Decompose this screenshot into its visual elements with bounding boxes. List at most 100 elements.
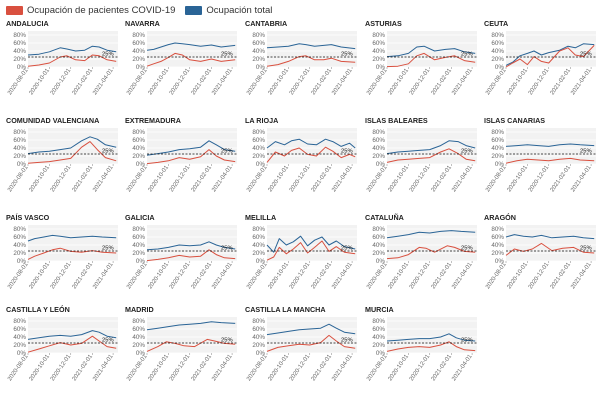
panel-pais-vasco: PAÍS VASCO0%20%40%60%80%2020-08-012020-1…: [6, 213, 118, 290]
x-tick-label: 2021-04-01: [451, 67, 474, 96]
y-tick-label: 40%: [372, 145, 385, 152]
y-tick-label: 80%: [372, 226, 385, 233]
y-tick-label: 20%: [132, 153, 145, 160]
y-tick-label: 80%: [372, 129, 385, 136]
x-tick-label: 2020-10-01: [387, 67, 410, 96]
y-tick-label: 0%: [136, 161, 146, 168]
series-line-covid: [146, 249, 236, 262]
reference-line-label: 25%: [221, 246, 233, 252]
plot-background: [506, 31, 596, 67]
y-tick-label: 80%: [13, 318, 26, 325]
x-tick-label: 2021-04-01: [92, 67, 115, 96]
series-line-covid: [27, 335, 117, 353]
panel-title: LA RIOJA: [245, 116, 278, 125]
x-tick-label: 2020-10-01: [147, 67, 170, 96]
panel-title: MELILLA: [245, 213, 276, 222]
series-line-covid: [266, 55, 356, 67]
series-line-covid: [505, 242, 595, 256]
panel-title: CATALUÑA: [365, 213, 404, 222]
y-tick-label: 20%: [132, 342, 145, 349]
y-tick-label: 0%: [495, 64, 505, 71]
x-tick-label: 2021-02-01: [311, 261, 334, 290]
x-tick-label: 2020-12-01: [409, 353, 432, 382]
series-line-covid: [266, 146, 356, 163]
reference-line-label: 25%: [102, 338, 114, 344]
x-tick-label: 2020-10-01: [267, 67, 290, 96]
x-tick-label: 2021-02-01: [311, 164, 334, 193]
panel-cataluna: CATALUÑA 0%20%40%60%80% 2020-08-012020-10-…: [365, 213, 477, 290]
series-line-covid: [386, 341, 476, 352]
reference-line-label: 25%: [580, 246, 592, 252]
y-tick-label: 20%: [13, 250, 26, 257]
y-tick-label: 80%: [132, 318, 145, 325]
x-tick-label: 2020-12-01: [169, 164, 192, 193]
x-tick-label: 2020-10-01: [387, 353, 410, 382]
panel-la-rioja: LA RIOJA 0%20%40%60%80% 2020-08-012020-10-…: [245, 116, 357, 193]
x-tick-label: 2020-08-01: [485, 67, 508, 96]
reference-line-label: 25%: [102, 246, 114, 252]
plot-background: [28, 317, 118, 353]
y-tick-label: 80%: [372, 318, 385, 325]
x-tick-label: 2020-10-01: [267, 353, 290, 382]
x-tick-label: 2020-12-01: [50, 353, 73, 382]
legend-label-covid: Ocupación de pacientes COVID-19: [27, 4, 176, 16]
series-line-total: [27, 136, 117, 155]
panel-madrid: MADRID 0%20%40%60%80% 2020-08-012020-10-01…: [125, 305, 237, 382]
y-tick-label: 80%: [13, 32, 26, 39]
reference-line-label: 25%: [580, 52, 592, 58]
series-line-covid: [386, 148, 476, 163]
y-tick-label: 60%: [132, 326, 145, 333]
x-tick-label: 2021-04-01: [570, 261, 593, 290]
series-line-covid: [27, 247, 117, 260]
y-tick-label: 80%: [252, 318, 265, 325]
reference-line-label: 25%: [341, 338, 353, 344]
x-tick-label: 2021-04-01: [211, 261, 234, 290]
y-tick-label: 60%: [13, 326, 26, 333]
x-tick-label: 2020-12-01: [289, 67, 312, 96]
y-tick-label: 20%: [491, 250, 504, 257]
y-tick-label: 80%: [252, 32, 265, 39]
y-tick-label: 80%: [491, 32, 504, 39]
legend-swatch-total: [185, 5, 203, 15]
x-tick-label: 2020-10-01: [28, 353, 51, 382]
x-tick-label: 2020-10-01: [147, 261, 170, 290]
y-tick-label: 40%: [372, 242, 385, 249]
plot-background: [147, 128, 237, 164]
x-tick-label: 2021-02-01: [191, 353, 214, 382]
y-tick-label: 20%: [252, 153, 265, 160]
y-tick-label: 40%: [132, 242, 145, 249]
x-tick-label: 2021-02-01: [311, 67, 334, 96]
series-line-covid: [146, 338, 236, 352]
x-tick-label: 2020-08-01: [246, 261, 269, 290]
series-line-total: [27, 45, 117, 56]
x-tick-label: 2021-02-01: [191, 261, 214, 290]
series-line-covid: [266, 240, 356, 261]
x-tick-label: 2021-04-01: [211, 353, 234, 382]
y-tick-label: 20%: [132, 250, 145, 257]
panel-title: GALICIA: [125, 213, 155, 222]
y-tick-label: 80%: [132, 32, 145, 39]
x-tick-label: 2020-10-01: [506, 67, 529, 96]
x-tick-label: 2021-04-01: [570, 164, 593, 193]
y-tick-label: 0%: [17, 161, 27, 168]
y-tick-label: 20%: [13, 56, 26, 63]
series-line-total: [386, 333, 476, 342]
panel-title: ISLAS CANARIAS: [484, 116, 545, 125]
panel-ceuta: CEUTA0%20%40%60%80%2020-08-012020-10-012…: [484, 19, 596, 96]
x-tick-label: 2020-10-01: [387, 164, 410, 193]
y-tick-label: 0%: [376, 258, 386, 265]
panel-asturias: ASTURIAS 0%20%40%60%80% 2020-08-012020-10-…: [365, 19, 477, 96]
x-tick-label: 2021-04-01: [451, 261, 474, 290]
y-tick-label: 20%: [252, 342, 265, 349]
reference-line-label: 25%: [580, 149, 592, 155]
x-tick-label: 2020-10-01: [28, 261, 51, 290]
y-tick-label: 40%: [13, 242, 26, 249]
y-tick-label: 60%: [252, 40, 265, 47]
series-line-covid: [505, 45, 595, 68]
y-tick-label: 60%: [252, 326, 265, 333]
x-tick-label: 2020-08-01: [366, 164, 389, 193]
y-tick-label: 60%: [372, 326, 385, 333]
x-tick-label: 2021-04-01: [92, 164, 115, 193]
panel-title: EXTREMADURA: [125, 116, 181, 125]
y-tick-label: 60%: [13, 40, 26, 47]
